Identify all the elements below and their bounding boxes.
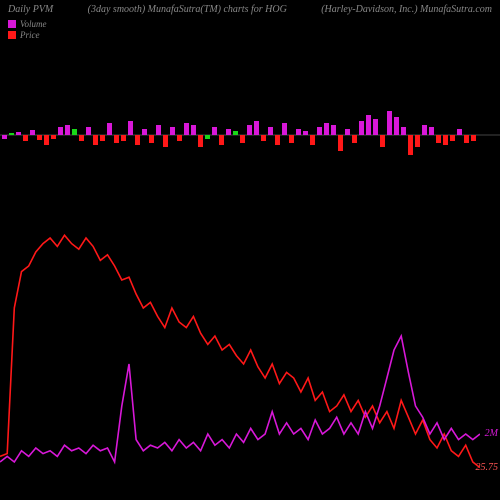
legend: Volume Price: [0, 19, 500, 40]
title-left: Daily PVM: [8, 4, 53, 15]
legend-swatch-volume: [8, 20, 16, 28]
legend-label-volume: Volume: [20, 19, 47, 29]
chart-header: Daily PVM (3day smooth) MunafaSutra(TM) …: [0, 0, 500, 19]
price-end-label: 25.75: [476, 462, 499, 473]
legend-swatch-price: [8, 31, 16, 39]
volume-end-label: 2M: [485, 428, 498, 439]
legend-volume: Volume: [8, 19, 492, 29]
pvm-bar-chart: [0, 95, 500, 175]
legend-label-price: Price: [20, 30, 40, 40]
title-right: (Harley-Davidson, Inc.) MunafaSutra.com: [321, 4, 492, 15]
title-mid: (3day smooth) MunafaSutra(TM) charts for…: [73, 4, 301, 15]
legend-price: Price: [8, 30, 492, 40]
price-volume-line-chart: [0, 210, 480, 490]
